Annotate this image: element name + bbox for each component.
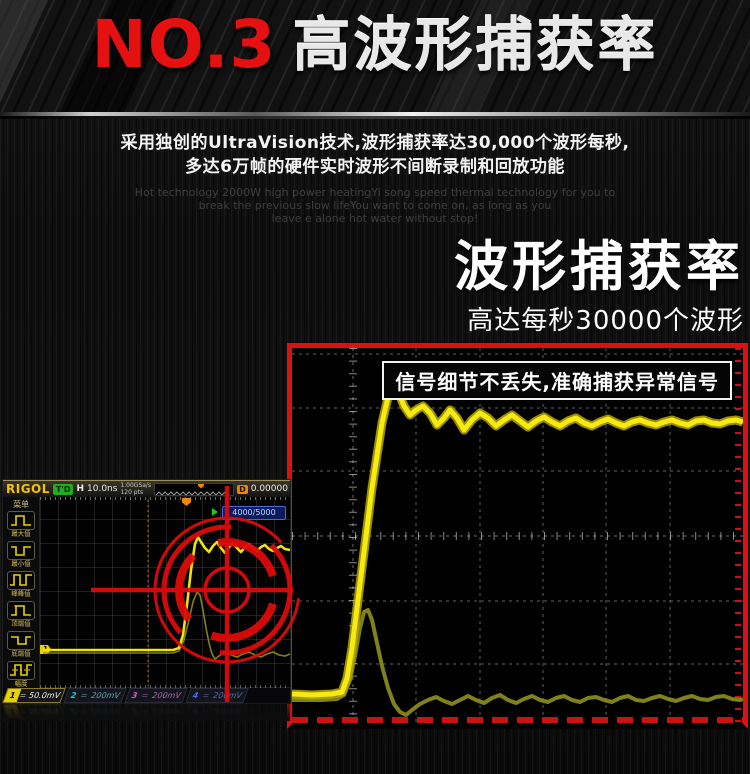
sample-rate: 1.00GSa/s — [120, 482, 152, 489]
callout-label: 信号细节不丢失,准确捕获异常信号 — [382, 361, 732, 400]
channel-bar: 1 = 50.0mV 2 = 200mV 3 = 200mV 4 = 200mV — [2, 688, 290, 703]
zoom-waveform-plot — [292, 348, 743, 724]
panel-gridlines — [292, 348, 743, 724]
delay-label: D — [237, 484, 248, 494]
waveform-zoom-panel: 信号细节不丢失,准确捕获异常信号 — [287, 343, 748, 729]
main-trace-outer — [292, 383, 743, 700]
watermark-text: Hot technology 2000W high power heatingY… — [0, 186, 750, 225]
sidebar-item-vamp[interactable]: 幅度 — [3, 661, 39, 689]
sidebar-item-vmin[interactable]: 最小值 — [3, 541, 39, 569]
reflection-fade — [3, 703, 290, 721]
waveform-amp-icon — [7, 661, 35, 680]
sidebar-item-vpp[interactable]: 峰峰值 — [3, 571, 39, 599]
trigger-position-icon — [197, 483, 204, 489]
overview-squiggle — [155, 490, 229, 495]
measure-sidebar: 菜单 最大值 最小值 峰峰值 — [3, 497, 40, 688]
metal-divider — [0, 112, 750, 119]
acquisition-info: 1.00GSa/s 120 pts — [120, 482, 151, 496]
intro-paragraph: 采用独创的UltraVision技术,波形捕获率达30,000个波形每秒, 多达… — [0, 131, 750, 179]
feature-block: 波形捕获率 高达每秒30000个波形 — [454, 237, 744, 337]
page-title: 高波形捕获率 — [292, 11, 659, 79]
anomaly-trace-dim — [292, 608, 743, 717]
waveform-max-icon — [7, 511, 35, 530]
trigger-status-badge: T'D — [52, 483, 74, 495]
measure-sidebar-title: 菜单 — [13, 500, 29, 509]
rigol-logo: RIGOL — [6, 482, 50, 496]
intro-line-1: 采用独创的UltraVision技术,波形捕获率达30,000个波形每秒, — [120, 133, 630, 153]
frame-counter-badge[interactable]: 4000/5000 — [222, 506, 286, 520]
intro-line-2: 多达6万帧的硬件实时波形不间断录制和回放功能 — [185, 157, 565, 177]
panel-axis-ticks — [292, 348, 743, 724]
top-tick-ruler — [40, 497, 290, 500]
header-band — [0, 0, 750, 112]
watermark-line-1: Hot technology 2000W high power heatingY… — [134, 186, 616, 199]
waveform-min-icon — [7, 541, 35, 560]
delay-value: 0.00000 — [250, 484, 288, 494]
feature-title: 波形捕获率 — [454, 235, 744, 298]
bottom-tick-ruler — [40, 685, 290, 688]
sidebar-item-vmax[interactable]: 最大值 — [3, 511, 39, 539]
sidebar-item-vtop[interactable]: 顶端值 — [3, 601, 39, 629]
oscilloscope-screenshot: RIGOL T'D H 10.0ns 1.00GSa/s 120 pts D 0… — [2, 479, 301, 704]
sidebar-item-vbase[interactable]: 底端值 — [3, 631, 39, 659]
memory-depth: 120 pts — [120, 489, 144, 496]
channel-chip-1[interactable]: 1 = 50.0mV — [2, 688, 66, 703]
timebase-value: 10.0ns — [87, 484, 118, 494]
watermark-line-2: break the previous slow lifeYou want to … — [198, 199, 552, 212]
panel-red-edge-marks — [292, 348, 743, 724]
waveform-top-icon — [7, 601, 35, 620]
channel-chip-4[interactable]: 4 = 200mV — [185, 688, 249, 703]
header-title-row: NO.3 高波形捕获率 — [0, 12, 750, 78]
waveform-pkpk-icon — [7, 571, 35, 590]
trigger-marker-icon — [182, 498, 191, 506]
horizontal-label: H — [76, 484, 84, 494]
channel1-level-icon: 1 — [40, 645, 51, 654]
scope-graticule: 1 4000/5000 — [40, 497, 290, 688]
feature-subtitle: 高达每秒30000个波形 — [467, 306, 744, 337]
play-icon — [212, 508, 218, 516]
channel-chip-3[interactable]: 3 = 200mV — [124, 688, 188, 703]
main-trace-core — [292, 385, 743, 698]
header-badge: NO.3 — [91, 6, 277, 83]
watermark-line-3: leave e alone hot water without stop! — [271, 212, 479, 225]
waveform-base-icon — [7, 631, 35, 650]
channel-chip-2[interactable]: 2 = 200mV — [63, 688, 127, 703]
scope-status-bar: RIGOL T'D H 10.0ns 1.00GSa/s 120 pts D 0… — [3, 480, 290, 497]
waveform-overview-strip[interactable] — [154, 482, 235, 496]
scope-body: 菜单 最大值 最小值 峰峰值 — [3, 497, 290, 688]
